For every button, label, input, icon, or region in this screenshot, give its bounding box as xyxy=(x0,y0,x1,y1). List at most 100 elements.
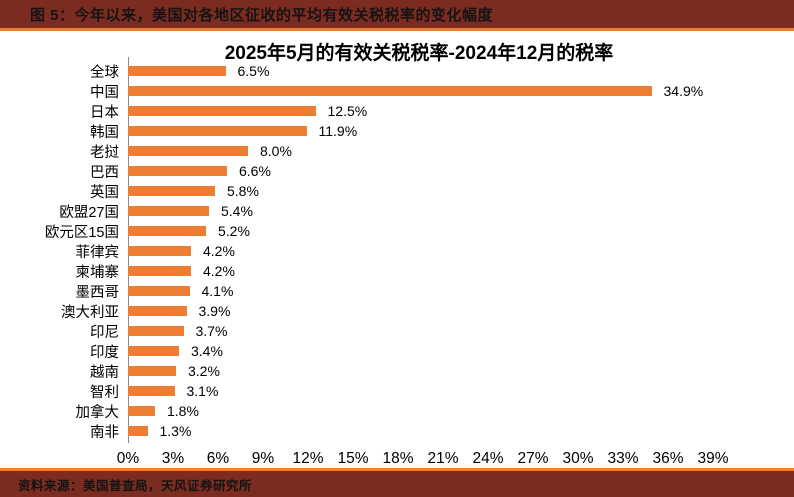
value-label: 5.2% xyxy=(218,223,250,239)
source-text: 资料来源：美国普查局，天风证券研究所 xyxy=(18,478,253,493)
x-tick-label: 36% xyxy=(652,450,684,467)
x-tick-label: 3% xyxy=(161,450,185,467)
category-label: 韩国 xyxy=(90,124,119,141)
category-label: 印尼 xyxy=(90,324,119,341)
header-orange-rule xyxy=(0,28,794,31)
x-tick-label: 21% xyxy=(427,450,459,467)
category-label: 欧盟27国 xyxy=(59,204,119,221)
chart-row: 巴西 6.6% xyxy=(0,161,794,181)
x-tick-label: 24% xyxy=(472,450,504,467)
value-label: 4.2% xyxy=(203,263,235,279)
x-tick-label: 33% xyxy=(607,450,639,467)
value-label: 34.9% xyxy=(663,83,704,99)
bar xyxy=(128,146,248,156)
bar xyxy=(128,166,227,176)
chart-row: 日本 12.5% xyxy=(0,101,794,121)
bar xyxy=(128,306,187,316)
category-label: 巴西 xyxy=(90,164,119,181)
chart-row: 菲律宾 4.2% xyxy=(0,241,794,261)
value-label: 3.4% xyxy=(191,343,223,359)
chart-row: 欧元区15国 5.2% xyxy=(0,221,794,241)
bar xyxy=(128,406,155,416)
x-tick-label: 0% xyxy=(116,450,140,467)
bar xyxy=(128,246,191,256)
bar xyxy=(128,186,215,196)
category-label: 智利 xyxy=(90,384,119,401)
chart-row: 南非 1.3% xyxy=(0,421,794,441)
category-label: 印度 xyxy=(90,344,119,361)
value-label: 12.5% xyxy=(327,103,368,119)
bar xyxy=(128,106,316,116)
x-tick-label: 27% xyxy=(517,450,549,467)
value-label: 4.2% xyxy=(203,243,235,259)
chart-row: 印度 3.4% xyxy=(0,341,794,361)
bar xyxy=(128,126,307,136)
x-tick-label: 18% xyxy=(382,450,414,467)
category-label: 墨西哥 xyxy=(75,284,120,301)
chart-row: 英国 5.8% xyxy=(0,181,794,201)
chart-title: 2025年5月的有效关税税率-2024年12月的税率 xyxy=(224,43,614,64)
value-label: 5.8% xyxy=(227,183,259,199)
category-label: 欧元区15国 xyxy=(44,224,119,241)
chart-row: 越南 3.2% xyxy=(0,361,794,381)
bar xyxy=(128,266,191,276)
x-tick-label: 12% xyxy=(292,450,324,467)
category-label: 中国 xyxy=(90,84,119,101)
plot-rows: 全球 6.5% 中国 34.9% 日本 12.5% 韩国 11.9% 老挝 8.0% 巴西 6.6% 英… xyxy=(0,61,794,441)
category-label: 柬埔寨 xyxy=(75,264,120,281)
chart-row: 墨西哥 4.1% xyxy=(0,281,794,301)
value-label: 3.7% xyxy=(195,323,228,339)
chart-row: 澳大利亚 3.9% xyxy=(0,301,794,321)
x-tick-label: 39% xyxy=(697,450,729,467)
chart-row: 韩国 11.9% xyxy=(0,121,794,141)
bar xyxy=(128,206,209,216)
footer-orange-rule xyxy=(0,468,794,471)
chart-row: 印尼 3.7% xyxy=(0,321,794,341)
category-label: 越南 xyxy=(90,364,119,381)
bar xyxy=(128,286,190,296)
chart-row: 全球 6.5% xyxy=(0,61,794,81)
category-label: 英国 xyxy=(90,184,119,201)
chart-row: 柬埔寨 4.2% xyxy=(0,261,794,281)
x-axis: 0% 3% 6% 9% 12% 15% 18% 21% 24% 27% 30% 33% 36% 39% xyxy=(0,450,794,470)
chart-row: 智利 3.1% xyxy=(0,381,794,401)
chart-row: 老挝 8.0% xyxy=(0,141,794,161)
chart-area: 2025年5月的有效关税税率-2024年12月的税率 全球 6.5% 中国 34.9%… xyxy=(0,31,794,468)
category-label: 南非 xyxy=(90,424,119,441)
value-label: 3.1% xyxy=(186,383,219,399)
category-label: 加拿大 xyxy=(75,404,120,421)
category-label: 全球 xyxy=(90,64,119,81)
bar xyxy=(128,386,175,396)
bar xyxy=(128,226,206,236)
x-tick-label: 6% xyxy=(206,450,230,467)
bar xyxy=(128,426,148,436)
x-tick-label: 30% xyxy=(562,450,594,467)
value-label: 6.6% xyxy=(239,163,271,179)
value-label: 6.5% xyxy=(237,63,270,79)
value-label: 5.4% xyxy=(221,203,253,219)
chart-row: 欧盟27国 5.4% xyxy=(0,201,794,221)
x-tick-label: 15% xyxy=(337,450,369,467)
category-label: 澳大利亚 xyxy=(61,304,119,321)
chart-row: 加拿大 1.8% xyxy=(0,401,794,421)
bar xyxy=(128,66,226,76)
value-label: 11.9% xyxy=(318,123,358,139)
value-label: 3.9% xyxy=(198,303,231,319)
category-label: 日本 xyxy=(90,104,119,121)
source-bar: 资料来源：美国普查局，天风证券研究所 xyxy=(0,471,794,497)
value-label: 3.2% xyxy=(188,363,220,379)
category-label: 菲律宾 xyxy=(75,244,120,261)
bar xyxy=(128,86,652,96)
chart-row: 中国 34.9% xyxy=(0,81,794,101)
figure-caption: 图 5：今年以来，美国对各地区征收的平均有效关税税率的变化幅度 xyxy=(30,6,494,24)
value-label: 8.0% xyxy=(260,143,292,159)
bar xyxy=(128,326,184,336)
x-tick-label: 9% xyxy=(251,450,275,467)
value-label: 4.1% xyxy=(201,283,234,299)
category-label: 老挝 xyxy=(90,144,119,161)
figure-caption-bar: 图 5：今年以来，美国对各地区征收的平均有效关税税率的变化幅度 xyxy=(0,0,794,28)
value-label: 1.3% xyxy=(159,423,192,439)
value-label: 1.8% xyxy=(167,403,199,419)
bar xyxy=(128,366,176,376)
